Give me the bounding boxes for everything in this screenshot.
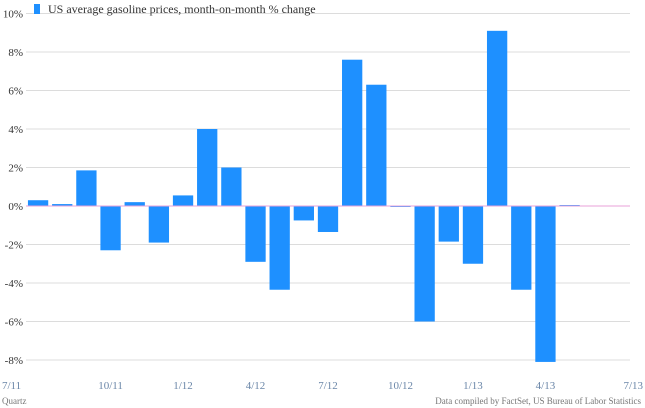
x-tick-label: 7/11: [2, 380, 21, 392]
credit-label: Quartz: [2, 396, 27, 406]
y-tick-label: 10%: [3, 9, 23, 21]
bar: [535, 206, 556, 362]
bar: [27, 200, 49, 206]
legend: US average gasoline prices, month-on-mon…: [34, 2, 316, 16]
bar: [76, 170, 97, 206]
y-tick-label: 8%: [8, 47, 23, 59]
x-tick-label: 10/12: [388, 380, 413, 392]
x-tick-label: 7/13: [623, 380, 643, 392]
legend-label: US average gasoline prices, month-on-mon…: [48, 2, 316, 16]
bar: [148, 206, 170, 243]
bar: [342, 59, 363, 207]
bar: [317, 206, 339, 232]
bar: [124, 202, 145, 206]
bars: [27, 30, 580, 362]
y-tick-label: 2%: [8, 163, 23, 175]
x-axis-labels: 7/11 10/11 1/12 4/12 7/12 10/12 1/13 4/13 7/13: [2, 380, 643, 392]
y-axis-labels: 10% 8% 6% 4% 2% 0% -2% -4% -6% -8%: [3, 9, 23, 368]
bar: [269, 206, 290, 290]
bar: [414, 206, 435, 322]
bar: [245, 206, 266, 262]
bar: [293, 206, 314, 221]
x-tick-label: 4/13: [536, 380, 556, 392]
bar: [197, 129, 218, 206]
bar: [438, 206, 459, 242]
x-tick-label: 4/12: [246, 380, 266, 392]
source-note: Data compiled by FactSet, US Bureau of L…: [435, 396, 641, 406]
bar: [366, 84, 387, 206]
bar: [52, 204, 73, 206]
y-tick-label: -4%: [5, 278, 23, 290]
x-tick-label: 7/12: [318, 380, 338, 392]
y-tick-label: 4%: [8, 124, 23, 136]
x-tick-label: 1/13: [463, 380, 483, 392]
bar: [462, 206, 484, 264]
y-tick-label: -2%: [5, 240, 23, 252]
bar: [100, 206, 121, 251]
y-tick-label: 6%: [8, 86, 23, 98]
x-tick-label: 1/12: [173, 380, 193, 392]
bar: [221, 167, 242, 206]
legend-swatch: [34, 4, 40, 14]
y-tick-label: -8%: [5, 355, 23, 367]
bar: [486, 30, 508, 207]
bar: [511, 206, 532, 290]
y-tick-label: -6%: [5, 317, 23, 329]
y-tick-label: 0%: [8, 201, 23, 213]
x-tick-label: 10/11: [98, 380, 123, 392]
bar: [172, 195, 194, 206]
